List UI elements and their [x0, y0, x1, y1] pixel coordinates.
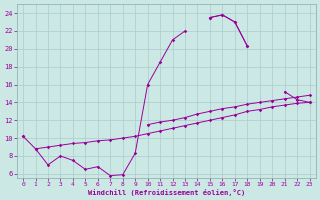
X-axis label: Windchill (Refroidissement éolien,°C): Windchill (Refroidissement éolien,°C) [88, 189, 245, 196]
